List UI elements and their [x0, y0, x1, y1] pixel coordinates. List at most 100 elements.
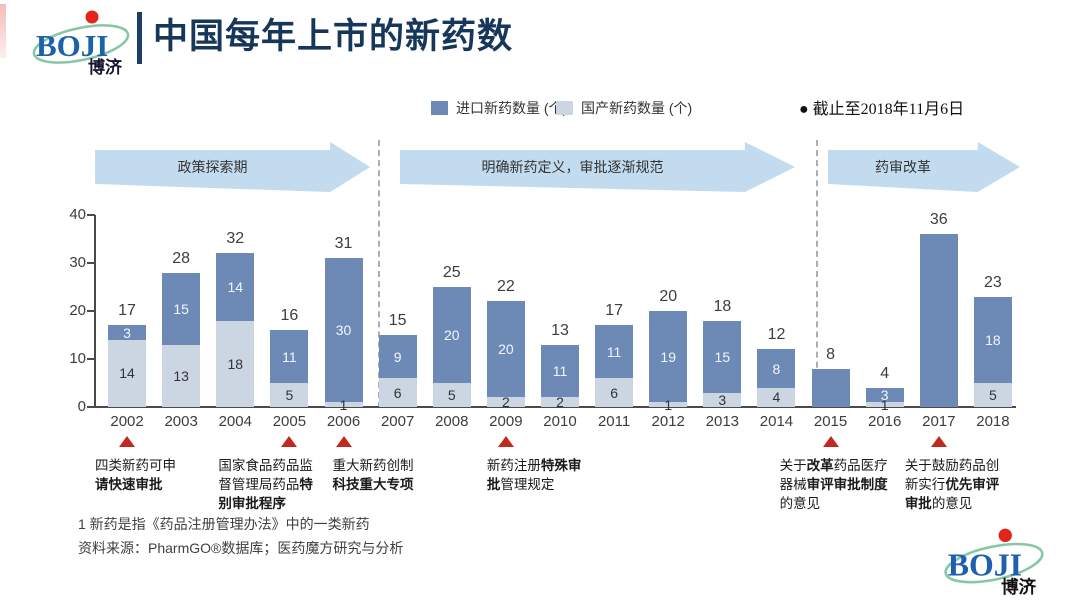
boji-logo-icon: BOJI 博济 — [32, 10, 130, 77]
stacked-bar: 11 2 — [540, 344, 579, 410]
event-annotation-text: 管理规定 — [500, 477, 555, 492]
logo-text: BOJI — [948, 547, 1022, 582]
event-annotation-text: 的意见 — [931, 496, 973, 511]
imported-segment: 3 — [865, 387, 904, 403]
total-value-label: 12 — [767, 326, 786, 344]
phase-label-3: 药审改革 — [875, 159, 931, 175]
event-annotation-text: 请快速审批 — [95, 477, 163, 492]
domestic-segment: 5 — [973, 383, 1012, 407]
legend-swatch-imported — [431, 101, 448, 115]
imported-segment — [811, 368, 850, 407]
domestic-segment: 2 — [540, 394, 579, 410]
phase-arrow-3: 药审改革 — [828, 142, 1020, 192]
year-label: 2008 — [435, 413, 469, 430]
stacked-bar: 15 13 — [162, 272, 201, 407]
bar-column: 3 14 17 2002 — [100, 215, 154, 430]
year-label: 2004 — [218, 413, 252, 430]
event-annotation-line: 新实行优先审评 — [905, 475, 1000, 494]
event-annotation-line: 新药注册特殊审 — [487, 456, 582, 475]
total-value-label: 36 — [929, 211, 948, 229]
event-annotation-text: 新实行 — [904, 477, 946, 492]
phase-label-2: 明确新药定义，审批逐渐规范 — [481, 159, 664, 175]
domestic-segment: 5 — [432, 383, 471, 407]
red-dot-icon — [85, 10, 99, 24]
logo-text: BOJI — [36, 28, 108, 63]
event-annotation-text: 特殊审 — [540, 458, 582, 473]
bar-column: 20 2 22 2009 — [479, 215, 533, 430]
year-label: 2017 — [922, 413, 956, 430]
year-label: 2006 — [326, 413, 361, 430]
imported-segment: 20 — [432, 287, 471, 383]
as-of-date-note: ● 截止至2018年11月6日 — [799, 101, 965, 118]
event-annotation-text: 重大新药创制 — [332, 458, 414, 473]
imported-segment: 15 — [703, 320, 742, 393]
orbit-ellipse-icon — [944, 542, 1044, 584]
event-annotation: 关于鼓励药品创 新实行优先审评 审批的意见 — [905, 456, 1000, 513]
total-value-label: 25 — [442, 264, 461, 281]
bar-column: 8 4 12 2014 — [749, 215, 803, 430]
imported-segment: 11 — [270, 330, 309, 383]
event-annotation-text: 督管理局药品 — [218, 477, 300, 492]
event-annotation-line: 批管理规定 — [487, 475, 582, 494]
boji-logo-footer: BOJI 博济 — [936, 522, 1054, 603]
total-value-label: 17 — [605, 302, 623, 320]
left-edge-accent — [0, 4, 6, 58]
event-annotation-line: 国家食品药品监 — [218, 456, 313, 475]
domestic-segment: 1 — [649, 397, 688, 413]
year-label: 2015 — [813, 413, 848, 430]
page-title: 中国每年上市的新药数 — [153, 17, 514, 56]
year-label: 2003 — [164, 413, 198, 430]
stacked-bar: 30 1 — [324, 258, 363, 413]
y-tick-label: 10 — [69, 350, 86, 367]
logo-subtext: 博济 — [88, 57, 123, 77]
stacked-bar — [811, 368, 850, 407]
legend-label-domestic: 国产新药数量 (个) — [581, 100, 693, 116]
event-annotation: 国家食品药品监 督管理局药品特 别审批程序 — [218, 456, 313, 513]
imported-segment: 3 — [108, 325, 147, 341]
stacked-bar: 20 2 — [486, 301, 525, 410]
y-tick-label: 40 — [69, 206, 86, 223]
total-value-label: 17 — [118, 302, 136, 320]
year-label: 2010 — [543, 413, 577, 430]
stacked-bar: 15 3 — [703, 320, 742, 408]
domestic-segment: 1 — [865, 397, 904, 413]
imported-segment: 18 — [973, 296, 1012, 383]
event-annotation-text: 科技重大专项 — [332, 477, 414, 492]
y-tick-mark — [87, 358, 95, 360]
bar-column: 11 6 17 2011 — [587, 215, 641, 430]
event-annotation: 关于改革药品医疗 器械审评审批制度 的意见 — [780, 456, 888, 513]
year-label: 2005 — [272, 413, 307, 430]
event-annotation-text: 关于 — [779, 458, 807, 473]
event-annotation-text: 审批 — [904, 496, 932, 511]
event-annotation-text: 改革 — [806, 458, 834, 473]
event-annotation-line: 审批的意见 — [905, 494, 1000, 513]
bar-column: 8 2015 — [804, 215, 858, 430]
boji-logo: BOJI 博济 — [26, 4, 138, 83]
event-annotation-text: 关于鼓励药品创 — [904, 458, 1000, 473]
y-tick-label: 20 — [69, 302, 86, 319]
total-value-label: 22 — [496, 278, 515, 296]
imported-segment: 30 — [324, 258, 363, 403]
event-marker-triangle-icon — [281, 436, 298, 447]
legend-swatch-domestic — [556, 101, 573, 115]
imported-segment: 15 — [162, 272, 201, 345]
legend-item-imported: 进口新药数量 (个) — [431, 98, 567, 118]
event-marker-triangle-icon — [119, 436, 136, 447]
total-value-label: 15 — [388, 312, 407, 329]
footnote-source: 资料来源：PharmGO®数据库；医药魔方研究与分析 — [78, 540, 404, 556]
imported-segment: 8 — [757, 349, 796, 388]
event-marker-triangle-icon — [497, 436, 514, 447]
y-tick-mark — [87, 262, 95, 264]
event-annotation-line: 器械审评审批制度 — [780, 475, 888, 494]
event-annotation: 新药注册特殊审 批管理规定 — [487, 456, 582, 494]
event-annotation-text: 新药注册 — [486, 458, 541, 473]
event-annotation-text: 优先审评 — [945, 477, 1000, 492]
event-marker-triangle-icon — [335, 436, 352, 447]
event-annotation-line: 关于鼓励药品创 — [905, 456, 1000, 475]
bar-column: 11 2 13 2010 — [533, 215, 587, 430]
total-value-label: 23 — [984, 273, 1002, 291]
stacked-bar: 18 5 — [973, 296, 1012, 407]
